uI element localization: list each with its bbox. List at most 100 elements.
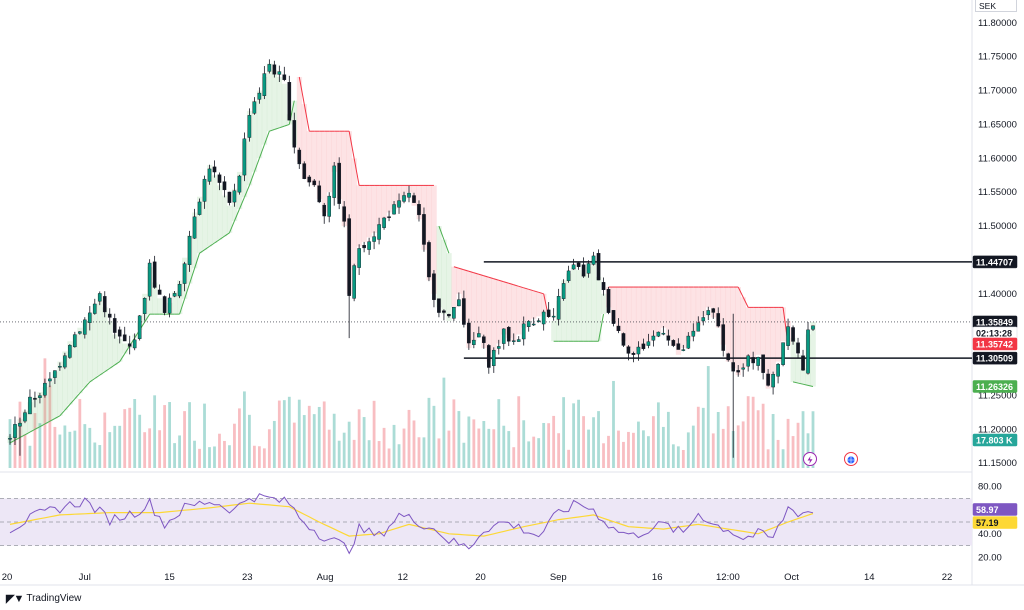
candle-body — [796, 342, 800, 354]
volume-bar — [397, 444, 401, 468]
volume-bar — [761, 403, 765, 468]
supertrend-line-segment — [284, 123, 290, 127]
supertrend-fill — [740, 297, 746, 369]
supertrend-line-segment — [468, 270, 474, 274]
supertrend-fill — [346, 131, 352, 294]
candle-body — [636, 346, 641, 355]
supertrend-fill — [576, 270, 582, 342]
supertrend-fill — [192, 212, 198, 269]
candle-body — [88, 312, 92, 323]
globe-icon[interactable] — [844, 452, 858, 466]
candle-body — [596, 253, 601, 281]
volume-bar — [332, 413, 336, 468]
candle-body — [516, 339, 521, 342]
supertrend-line-segment — [44, 420, 51, 425]
candle-body — [716, 313, 721, 327]
volume-bar — [23, 434, 27, 468]
volume-bar — [163, 405, 167, 468]
volume-bar — [706, 366, 710, 468]
volume-bar — [517, 396, 521, 468]
supertrend-line-segment — [253, 158, 260, 173]
supertrend-fill — [207, 165, 213, 247]
candle-body — [107, 313, 112, 318]
volume-bar — [198, 448, 201, 468]
candle-body — [566, 270, 571, 282]
volume-bar — [307, 405, 311, 468]
volume-bar — [73, 430, 77, 468]
candle-body — [222, 181, 227, 191]
candle-body — [412, 195, 416, 203]
supertrend-line-segment — [64, 404, 71, 411]
lightning-icon[interactable] — [803, 452, 817, 466]
volume-bar — [93, 442, 97, 468]
candle-body — [791, 327, 795, 342]
supertrend-line-segment — [443, 239, 450, 254]
volume-bar — [437, 438, 441, 468]
supertrend-line-segment — [478, 273, 484, 277]
supertrend-fill — [246, 110, 253, 186]
candle-body — [112, 318, 117, 333]
supertrend-line-segment — [274, 127, 280, 130]
volume-bar — [622, 441, 625, 468]
volume-bar — [502, 425, 506, 468]
tradingview-logo-icon: ◤▼ — [6, 593, 24, 605]
candle-body — [741, 367, 745, 370]
candle-body — [611, 310, 616, 324]
volume-bar — [317, 406, 321, 468]
supertrend-fill — [306, 131, 313, 183]
currency-label[interactable]: SEK — [975, 0, 1017, 12]
candle-body — [242, 138, 247, 176]
volume-bar — [617, 430, 620, 468]
volume-bar — [656, 402, 660, 468]
supertrend-fill — [615, 287, 622, 332]
tradingview-watermark[interactable]: ◤▼ TradingView — [6, 592, 81, 605]
supertrend-fill — [810, 321, 816, 387]
supertrend-line-segment — [119, 353, 126, 362]
candle-body — [142, 298, 147, 314]
price-tick-label: 11.65000 — [978, 119, 1017, 130]
candle-body — [701, 317, 706, 322]
volume-bar — [457, 411, 461, 468]
supertrend-fill — [87, 314, 93, 382]
supertrend-line-segment — [14, 437, 21, 441]
supertrend-line-segment — [797, 382, 804, 385]
supertrend-fill — [431, 185, 437, 294]
supertrend-fill — [720, 287, 727, 345]
volume-bar — [447, 430, 451, 468]
volume-bar — [98, 445, 102, 468]
supertrend-fill — [755, 307, 761, 355]
supertrend-fill — [611, 287, 617, 321]
candle-body — [43, 382, 47, 396]
volume-bar — [153, 395, 157, 468]
supertrend-line-segment — [94, 374, 101, 379]
supertrend-fill — [536, 292, 542, 317]
supertrend-fill — [625, 287, 632, 349]
volume-bar — [128, 407, 132, 468]
candle-body — [771, 374, 775, 388]
supertrend-fill — [596, 276, 602, 342]
candle-body — [277, 71, 282, 75]
candle-body — [751, 357, 755, 364]
supertrend-fill — [316, 131, 323, 199]
supertrend-line-segment — [503, 281, 509, 284]
supertrend-indicator — [7, 63, 816, 444]
volume-bar — [63, 425, 67, 468]
supertrend-line-segment — [89, 378, 96, 383]
volume-bar — [507, 431, 511, 468]
supertrend-line-segment — [353, 158, 360, 186]
candle-body — [736, 370, 740, 373]
volume-bar — [382, 427, 386, 468]
candle-body — [432, 273, 436, 300]
candle-body — [691, 330, 696, 337]
volume-bar — [452, 399, 456, 468]
supertrend-line-segment — [498, 279, 504, 283]
supertrend-fill — [331, 131, 337, 172]
supertrend-fill — [376, 185, 382, 227]
supertrend-fill — [341, 131, 347, 227]
candle-body — [511, 340, 516, 342]
candle-body — [447, 314, 451, 317]
supertrend-fill — [256, 90, 263, 159]
supertrend-line-segment — [228, 220, 235, 234]
price-tick-label: 11.60000 — [978, 153, 1017, 164]
